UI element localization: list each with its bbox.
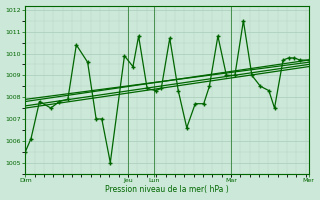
X-axis label: Pression niveau de la mer( hPa ): Pression niveau de la mer( hPa ) bbox=[105, 185, 229, 194]
